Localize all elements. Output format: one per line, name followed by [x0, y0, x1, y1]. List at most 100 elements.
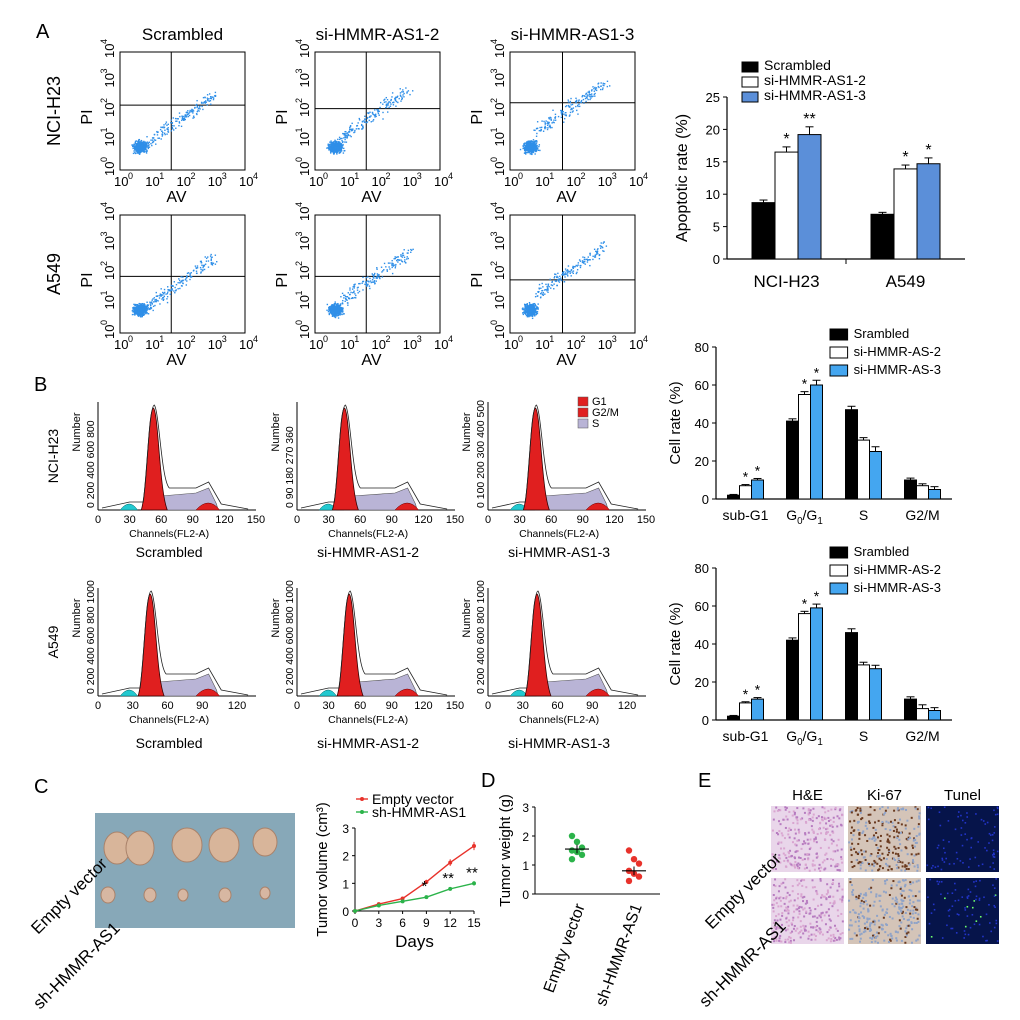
significance-mark: *: [814, 364, 820, 380]
flow-dot: [375, 115, 377, 118]
stain-cell: [912, 837, 915, 840]
stain-cell: [886, 853, 889, 856]
flow-dot: [142, 141, 145, 144]
bar-Srambled: [904, 479, 917, 500]
stain-cell: [780, 841, 783, 844]
flow-xtick-exp: 3: [417, 334, 422, 344]
flow-dot: [536, 145, 538, 148]
flow-dot: [386, 270, 389, 272]
flow-dot: [542, 294, 545, 296]
stain-cell: [886, 838, 889, 841]
g1-peak: [140, 407, 168, 511]
flow-dot: [145, 310, 147, 312]
flow-dot: [530, 153, 532, 155]
flow-xtick-exp: 2: [386, 334, 391, 344]
flow-dot: [166, 128, 169, 130]
flow-dot: [531, 306, 533, 309]
hist-xlabel: Channels(FL2-A): [328, 528, 408, 540]
flow-dot: [137, 145, 140, 147]
significance-mark: *: [755, 462, 761, 478]
flow-dot: [369, 111, 371, 113]
flow-dot: [598, 86, 600, 89]
flow-dot: [141, 148, 144, 151]
stain-cell: [961, 844, 964, 847]
flow-xtick-exp: 3: [222, 334, 227, 344]
flow-dot: [134, 152, 137, 155]
stain-cell: [869, 813, 872, 816]
flow-ytick: 10: [297, 236, 312, 250]
flow-dot: [175, 127, 177, 129]
stain-cell: [900, 808, 903, 811]
flow-dot: [141, 302, 144, 305]
stain-cell: [915, 835, 918, 838]
flow-dot: [594, 256, 597, 258]
flow-dot: [548, 118, 551, 120]
flow-dot: [208, 100, 210, 102]
flow-dot: [537, 307, 539, 309]
flow-dot: [142, 306, 144, 309]
flow-dot: [523, 152, 526, 154]
hist-xtick: 60: [155, 514, 167, 526]
flow-dot: [139, 311, 142, 314]
stain-cell: [798, 831, 801, 834]
flow-dot: [328, 146, 331, 149]
flow-dot: [583, 258, 586, 261]
stain-cell: [771, 853, 774, 856]
flow-dots: [519, 80, 611, 156]
flow-dot: [569, 106, 571, 108]
flow-ytick-exp: 3: [489, 68, 499, 73]
flow-dot: [523, 147, 526, 149]
flow-dot: [178, 279, 181, 282]
flow-dot: [132, 147, 134, 150]
flow-dot: [137, 305, 139, 308]
bar-Scrambled: [751, 202, 776, 260]
stain-cell: [798, 912, 801, 915]
flow-dot: [158, 295, 160, 297]
bar-Srambled: [786, 639, 799, 721]
flow-dot: [146, 301, 148, 303]
flow-ytick-exp: 2: [294, 98, 304, 103]
flow-dot: [352, 297, 354, 299]
flow-dot: [551, 122, 553, 124]
flow-dot: [186, 275, 188, 277]
flow-dot: [140, 306, 142, 308]
flow-dot: [163, 291, 166, 294]
flow-dot: [161, 135, 163, 137]
flow-dot: [177, 288, 179, 290]
flow-dot: [554, 119, 557, 121]
flow-dot: [155, 298, 157, 301]
flow-xtick: 10: [504, 174, 518, 189]
flow-dot: [142, 143, 144, 146]
weight-point: [625, 877, 633, 885]
flow-dot: [585, 96, 588, 99]
flow-dot: [395, 263, 397, 266]
stain-cell: [992, 862, 994, 864]
stain-cell: [808, 869, 811, 872]
panel-label-e: E: [698, 770, 711, 792]
flow-xtick-exp: 2: [581, 171, 586, 181]
flow-dot: [535, 313, 538, 315]
bar-ytick-label: 10: [706, 187, 720, 202]
flow-dot: [606, 85, 609, 88]
stain-cell: [877, 836, 880, 839]
stain-cell: [816, 916, 819, 919]
flow-dot: [536, 141, 538, 143]
volume-xtick-label: 0: [352, 916, 359, 930]
flow-dot: [152, 141, 154, 143]
flow-ytick-exp: 1: [99, 127, 109, 132]
flow-dot: [141, 310, 143, 312]
weight-ytick-label: 3: [522, 801, 529, 815]
flow-row-label: NCI-H23: [44, 76, 64, 146]
stain-cell: [778, 937, 781, 940]
flow-dot: [377, 274, 379, 277]
flow-dot: [524, 310, 527, 313]
flow-dot: [342, 313, 345, 315]
flow-dot: [146, 141, 149, 143]
flow-dot: [141, 308, 144, 311]
volume-ytick-label: 3: [342, 822, 349, 836]
flow-dot: [357, 122, 359, 124]
flow-dot: [561, 111, 563, 114]
flow-dot: [530, 149, 532, 151]
flow-dot: [340, 144, 342, 147]
flow-dot: [588, 93, 591, 96]
